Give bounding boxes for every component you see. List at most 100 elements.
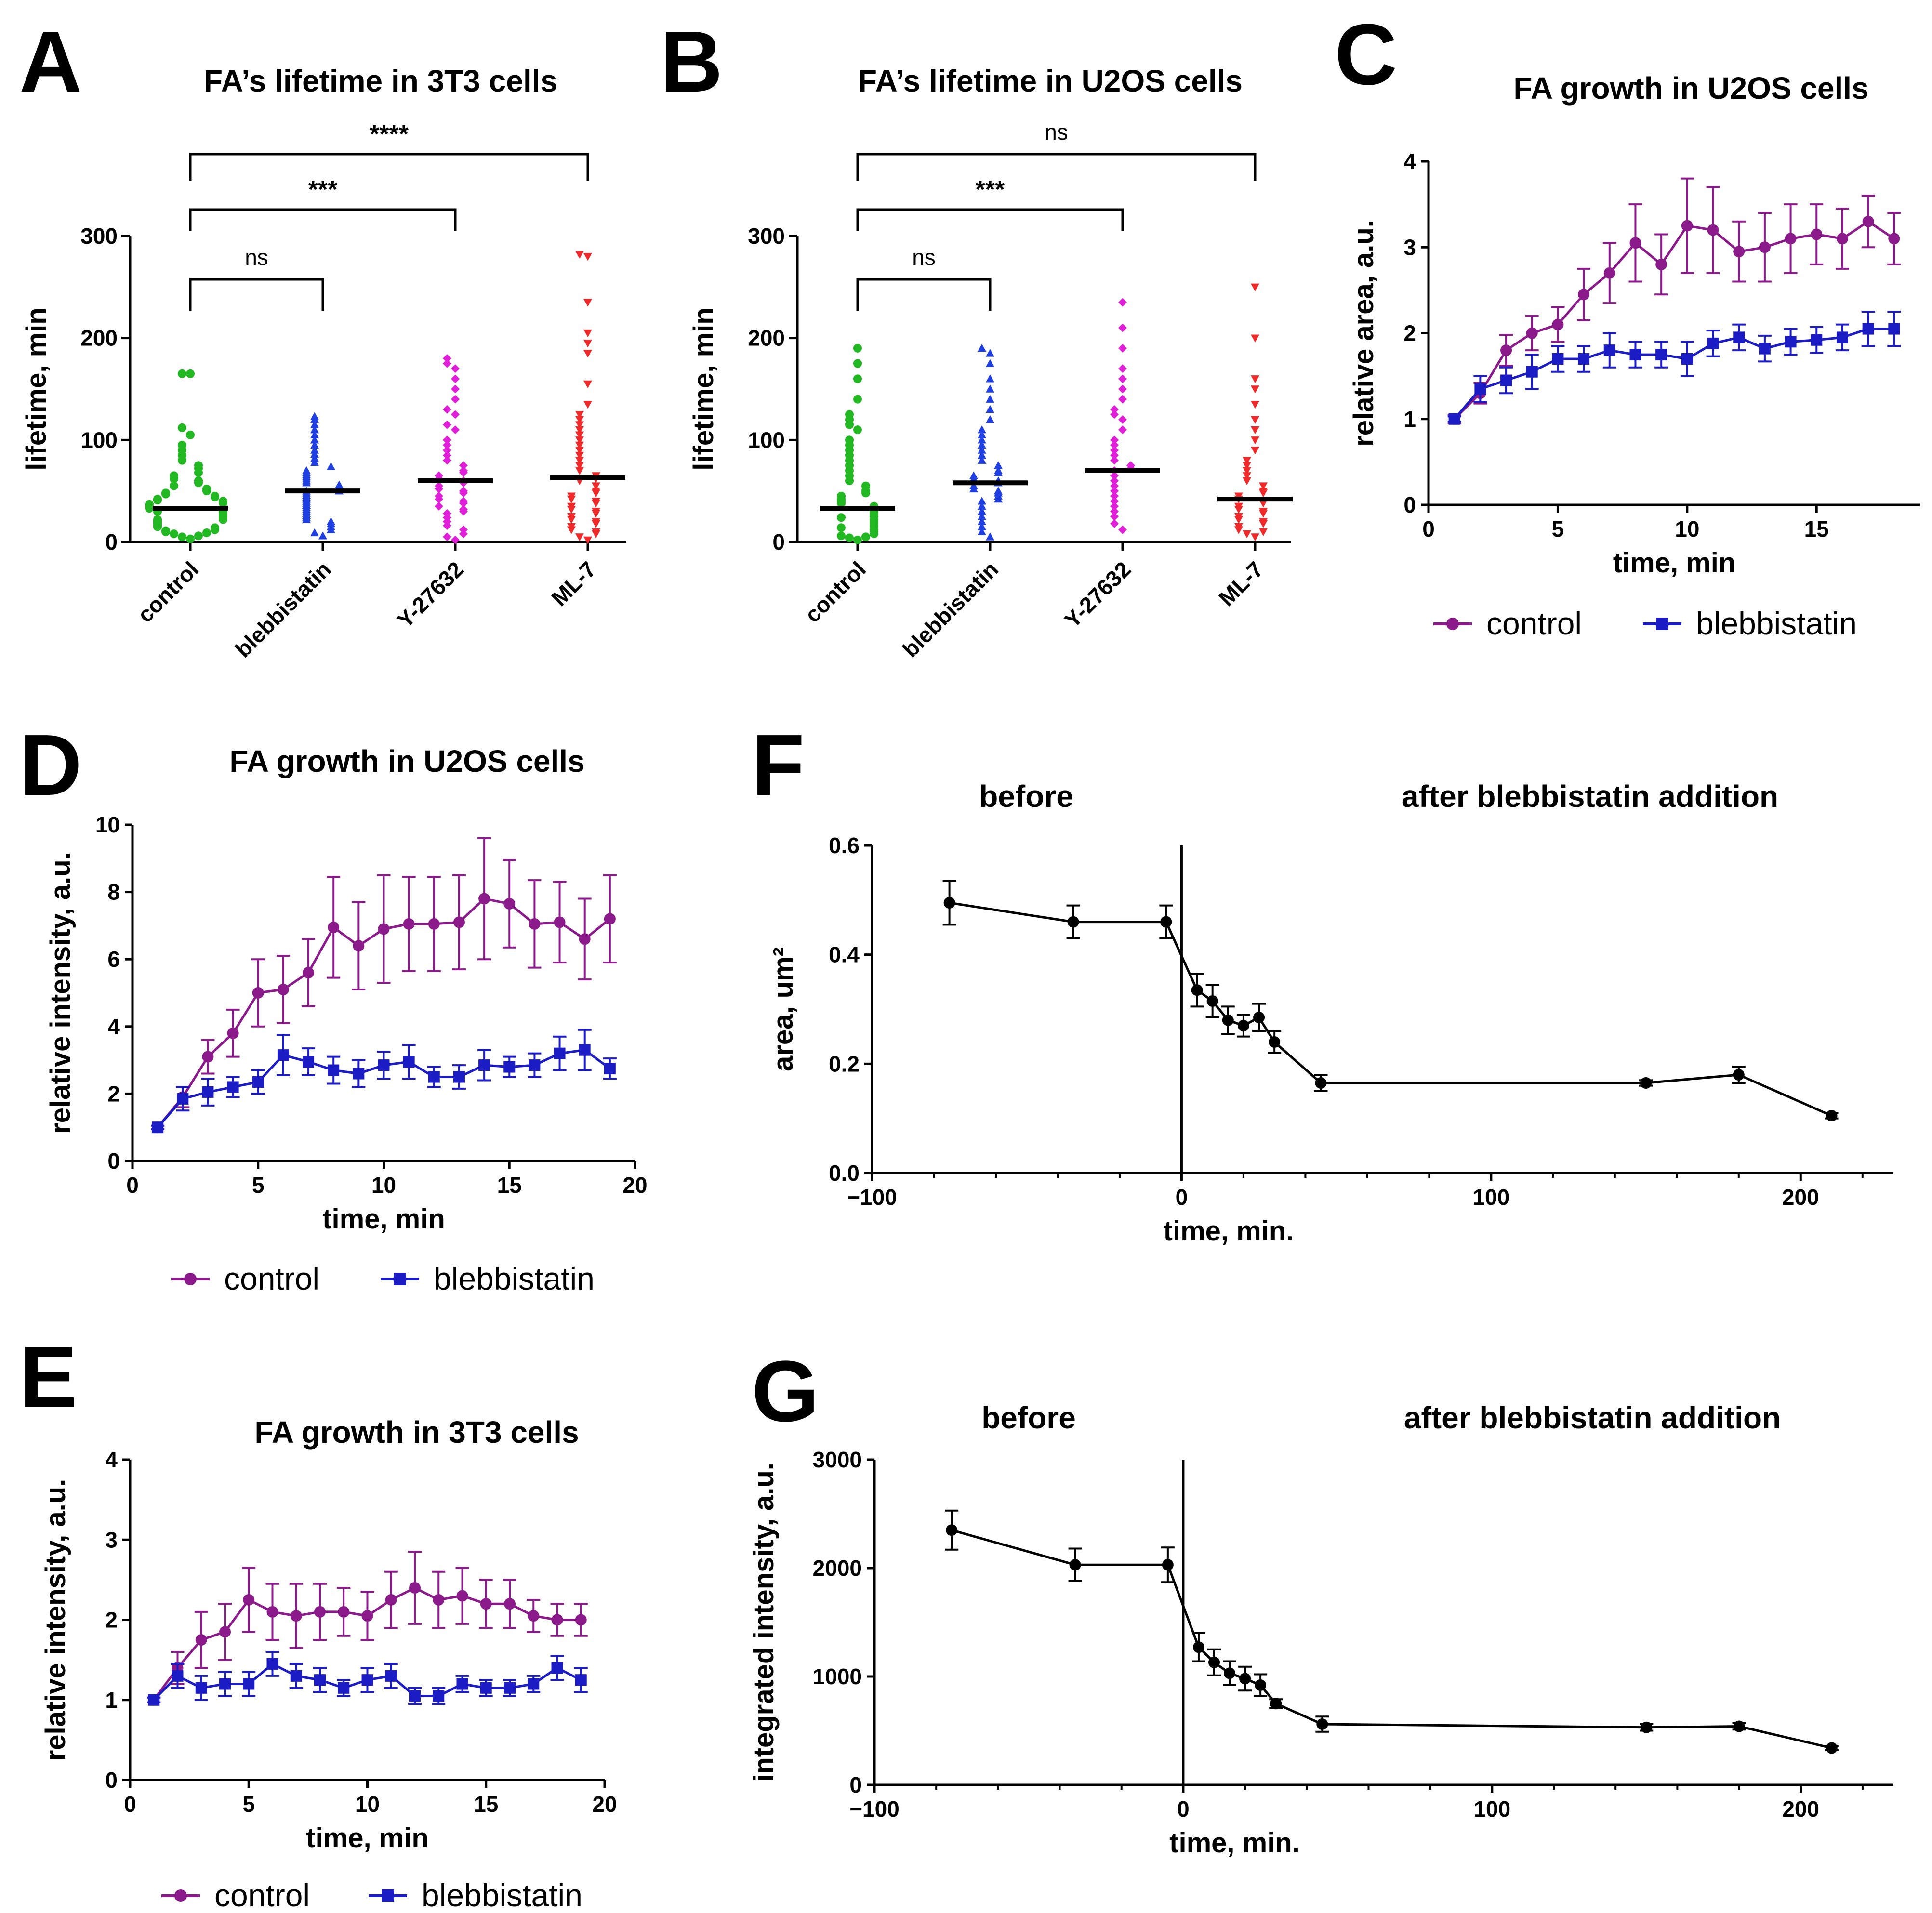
data-point — [277, 984, 289, 996]
data-point — [195, 1682, 207, 1694]
data-point — [1110, 512, 1119, 521]
data-point — [986, 349, 994, 357]
data-point — [385, 1670, 397, 1682]
data-point — [1222, 1014, 1234, 1026]
data-point — [227, 1027, 239, 1039]
data-point — [1888, 323, 1900, 335]
data-point — [845, 435, 854, 445]
data-point — [1162, 1559, 1174, 1571]
data-point — [575, 411, 584, 419]
data-point — [994, 487, 1003, 495]
y-axis-label: lifetime, min — [21, 307, 52, 470]
x-axis-label: time, min — [1613, 547, 1736, 579]
data-point — [1234, 502, 1243, 511]
data-point — [986, 405, 994, 413]
data-point — [1811, 334, 1823, 346]
data-point — [1526, 366, 1538, 378]
data-point — [1259, 482, 1268, 490]
data-point — [1259, 508, 1268, 516]
data-point — [978, 456, 986, 464]
data-point — [845, 533, 854, 542]
data-point — [845, 410, 854, 419]
data-point — [1251, 375, 1259, 383]
y-tick-label: 2 — [107, 1081, 120, 1106]
data-point — [1552, 353, 1564, 365]
panel-letter-F: F — [752, 717, 805, 814]
data-point — [1707, 224, 1719, 236]
data-point — [1641, 1721, 1653, 1733]
data-point — [837, 491, 846, 501]
data-point — [1243, 467, 1251, 475]
data-point — [194, 476, 203, 485]
data-point — [1474, 383, 1486, 395]
x-tick-label: −100 — [847, 1185, 897, 1210]
data-point — [978, 512, 986, 520]
data-point — [443, 456, 451, 465]
y-tick-label: 0 — [107, 1148, 120, 1174]
data-point — [443, 405, 451, 414]
data-point — [575, 431, 584, 439]
data-point — [1253, 1012, 1265, 1023]
x-tick-label-control: control — [800, 556, 871, 627]
data-point — [353, 1068, 365, 1080]
data-point — [194, 461, 203, 470]
data-point — [861, 532, 870, 541]
x-tick-label: 5 — [242, 1792, 255, 1817]
data-point — [1243, 530, 1251, 539]
annotation-before: before — [981, 1400, 1076, 1435]
data-point — [478, 893, 490, 905]
significance-label: **** — [370, 120, 409, 148]
y-axis-label: relative intensity, a.u. — [40, 1479, 71, 1761]
data-point — [1251, 416, 1259, 424]
data-point — [1259, 528, 1268, 536]
data-point — [1110, 491, 1119, 501]
series-area — [942, 880, 1839, 1121]
data-point — [1110, 471, 1119, 480]
data-point — [177, 1093, 189, 1105]
data-point — [277, 1049, 289, 1061]
data-point — [969, 481, 978, 489]
data-point — [1836, 331, 1848, 343]
data-point — [310, 449, 319, 458]
data-point — [338, 1682, 350, 1694]
data-point — [1733, 1069, 1745, 1081]
y-tick-label: 0 — [105, 1768, 118, 1793]
data-point — [409, 1582, 421, 1594]
data-point — [1110, 481, 1119, 490]
data-point — [1500, 344, 1512, 356]
data-point — [1243, 462, 1251, 470]
data-point — [583, 380, 592, 388]
data-point — [202, 484, 211, 493]
data-point — [335, 480, 344, 488]
y-axis-label: integrated intensity, a.u. — [748, 1463, 780, 1782]
data-point — [1629, 349, 1641, 361]
data-point — [243, 1678, 255, 1690]
annotation-after: after blebbistatin addition — [1402, 779, 1778, 814]
data-point — [567, 513, 576, 521]
y-tick-label: 6 — [107, 947, 120, 972]
panel-letter-G: G — [752, 1343, 819, 1440]
data-point — [1578, 289, 1590, 301]
data-point — [1270, 1698, 1282, 1710]
data-point — [1785, 233, 1797, 245]
data-point — [252, 1076, 264, 1088]
data-point — [943, 897, 955, 909]
data-point — [202, 1051, 214, 1063]
data-point — [1237, 1020, 1249, 1031]
data-point — [575, 251, 584, 259]
x-tick-label: 200 — [1782, 1796, 1819, 1821]
data-point — [443, 359, 451, 368]
data-point — [145, 500, 154, 509]
x-tick-label-ML-7: ML-7 — [1214, 556, 1268, 611]
series-line — [1453, 220, 1895, 420]
data-point — [1707, 337, 1719, 349]
data-point — [480, 1682, 492, 1694]
data-point — [310, 420, 319, 428]
data-point — [338, 1606, 350, 1618]
data-point — [592, 518, 600, 526]
data-point — [1118, 298, 1127, 307]
data-point — [170, 529, 178, 539]
x-tick-label-control: control — [132, 556, 203, 627]
data-point — [604, 1063, 616, 1075]
data-point — [310, 435, 319, 444]
